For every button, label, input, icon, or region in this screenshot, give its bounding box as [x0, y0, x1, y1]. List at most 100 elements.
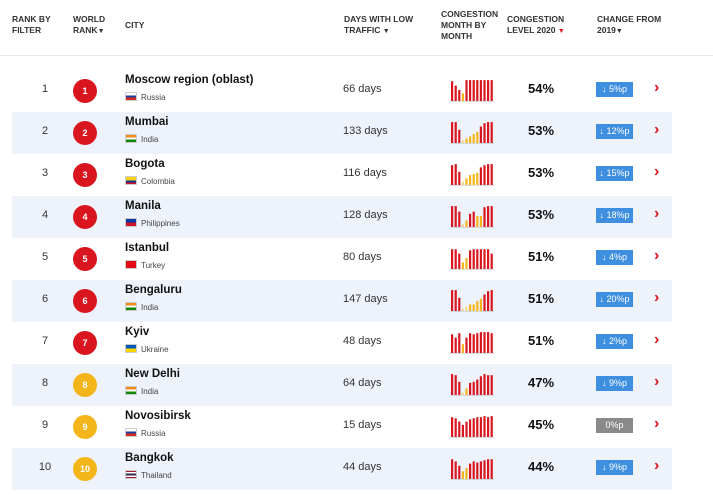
month-bar — [487, 417, 490, 437]
month-bar — [451, 334, 454, 353]
table-row[interactable]: 6 6 Bengaluru India 147 days 51% ↓ 20%p › — [12, 280, 672, 322]
month-bar — [490, 290, 493, 311]
table-row[interactable]: 9 9 Novosibirsk Russia 15 days 45% 0%p › — [12, 406, 672, 448]
city-name[interactable]: Bogota — [125, 158, 165, 170]
month-bar — [476, 379, 479, 395]
chevron-right-icon[interactable]: › — [654, 331, 660, 348]
table-row[interactable]: 7 7 Kyiv Ukraine 48 days 51% ↓ 2%p › — [12, 322, 672, 364]
monthly-congestion-sparkline — [450, 206, 494, 228]
world-rank-badge: 10 — [73, 457, 97, 481]
header-congestion-level[interactable]: CONGESTION LEVEL 2020 ▼ — [507, 14, 565, 35]
month-bar — [454, 164, 457, 185]
month-bar — [483, 460, 486, 479]
month-bar — [451, 206, 454, 227]
month-bar — [469, 213, 472, 227]
country-name: India — [141, 387, 159, 396]
sort-arrow-icon: ▼ — [557, 28, 565, 35]
month-bar — [461, 140, 464, 143]
month-bar — [472, 461, 475, 479]
month-bar — [472, 334, 475, 353]
flag-india-icon — [125, 386, 137, 395]
filter-rank: 1 — [41, 83, 49, 95]
filter-rank: 5 — [41, 251, 49, 263]
month-bar — [458, 129, 461, 143]
country-label: Thailand — [125, 470, 172, 480]
city-name[interactable]: Mumbai — [125, 116, 169, 128]
city-name[interactable]: Moscow region (oblast) — [125, 74, 254, 86]
month-bar — [469, 463, 472, 479]
header-congestion-month: CONGESTION MONTH BY MONTH — [441, 9, 499, 41]
city-name[interactable]: Istanbul — [125, 242, 170, 254]
month-bar — [465, 306, 468, 311]
chevron-right-icon[interactable]: › — [654, 373, 660, 390]
month-bar — [451, 81, 454, 101]
table-row[interactable]: 4 4 Manila Philippines 128 days 53% ↓ 18%p › — [12, 196, 672, 238]
city-name[interactable]: New Delhi — [125, 368, 180, 380]
filter-rank: 4 — [41, 209, 49, 221]
chevron-right-icon[interactable]: › — [654, 457, 660, 474]
days-low-traffic: 44 days — [343, 461, 382, 473]
month-bar — [454, 85, 457, 101]
month-bar — [487, 206, 490, 227]
month-bar — [469, 382, 472, 395]
monthly-congestion-sparkline — [450, 374, 494, 396]
city-name[interactable]: Novosibirsk — [125, 410, 191, 422]
month-bar — [490, 122, 493, 143]
header-change-from-2019[interactable]: CHANGE FROM 2019▼ — [597, 14, 662, 35]
city-name[interactable]: Bangkok — [125, 452, 174, 464]
header-world-rank[interactable]: WORLD RANK▼ — [73, 14, 106, 35]
chevron-right-icon[interactable]: › — [654, 205, 660, 222]
city-name[interactable]: Manila — [125, 200, 161, 212]
header-city[interactable]: CITY — [125, 20, 145, 30]
table-row[interactable]: 5 5 Istanbul Turkey 80 days 51% ↓ 4%p › — [12, 238, 672, 280]
days-low-traffic: 64 days — [343, 377, 382, 389]
month-bar — [476, 172, 479, 185]
month-bar — [458, 253, 461, 269]
flag-india-icon — [125, 134, 137, 143]
month-bar — [490, 375, 493, 395]
month-bar — [476, 249, 479, 269]
filter-rank: 6 — [41, 293, 49, 305]
change-badge: ↓ 9%p — [596, 376, 633, 391]
month-bar — [483, 80, 486, 101]
country-label: India — [125, 134, 158, 144]
days-low-traffic: 48 days — [343, 335, 382, 347]
world-rank-badge: 7 — [73, 331, 97, 355]
chevron-right-icon[interactable]: › — [654, 289, 660, 306]
month-bar — [469, 250, 472, 269]
country-name: Thailand — [141, 471, 172, 480]
month-bar — [458, 421, 461, 437]
chevron-right-icon[interactable]: › — [654, 415, 660, 432]
congestion-level: 44% — [528, 459, 555, 474]
chevron-right-icon[interactable]: › — [654, 247, 660, 264]
table-row[interactable]: 10 10 Bangkok Thailand 44 days 44% ↓ 9%p › — [12, 448, 672, 490]
table-row[interactable]: 2 2 Mumbai India 133 days 53% ↓ 12%p › — [12, 112, 672, 154]
month-bar — [487, 122, 490, 143]
city-name[interactable]: Kyiv — [125, 326, 150, 338]
header-days-low-traffic[interactable]: DAYS WITH LOW TRAFFIC ▼ — [344, 14, 414, 35]
month-bar — [483, 374, 486, 395]
month-bar — [476, 417, 479, 437]
chevron-right-icon[interactable]: › — [654, 121, 660, 138]
chevron-right-icon[interactable]: › — [654, 163, 660, 180]
header-rank-by-filter[interactable]: RANK BY FILTER — [12, 14, 51, 35]
month-bar — [490, 80, 493, 101]
city-name[interactable]: Bengaluru — [125, 284, 182, 296]
month-bar — [465, 258, 468, 269]
month-bar — [472, 304, 475, 311]
congestion-level: 45% — [528, 417, 555, 432]
month-bar — [454, 249, 457, 269]
change-badge: ↓ 12%p — [596, 124, 633, 139]
month-bar — [479, 216, 482, 227]
month-bar — [476, 301, 479, 311]
month-bar — [487, 249, 490, 269]
month-bar — [461, 308, 464, 311]
month-bar — [483, 207, 486, 227]
congestion-level: 53% — [528, 207, 555, 222]
month-bar — [458, 90, 461, 101]
chevron-right-icon[interactable]: › — [654, 79, 660, 96]
table-row[interactable]: 3 3 Bogota Colombia 116 days 53% ↓ 15%p › — [12, 154, 672, 196]
table-row[interactable]: 1 1 Moscow region (oblast) Russia 66 days 54%… — [12, 70, 672, 112]
table-row[interactable]: 8 8 New Delhi India 64 days 47% ↓ 9%p › — [12, 364, 672, 406]
